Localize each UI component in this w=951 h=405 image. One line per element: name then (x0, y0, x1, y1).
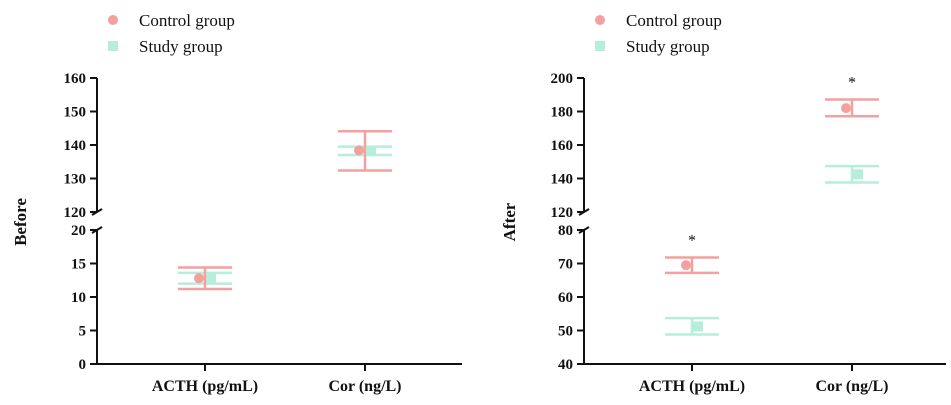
legend-marker-control-group (108, 15, 118, 25)
x-tick-label: Cor (ng/L) (328, 378, 401, 395)
y-tick-label: 15 (71, 257, 86, 273)
y-tick-label: 160 (551, 138, 574, 154)
y-tick-label: 140 (64, 138, 87, 154)
y-tick-label: 180 (551, 105, 574, 121)
y-tick-label: 130 (64, 172, 87, 188)
chart-panel-1: 120 130 140 150 160 0 5 10 15 20 ACTH (pg/mL) Cor (… (11, 11, 462, 395)
y-tick-label: 120 (551, 205, 574, 221)
y-tick-label: 10 (71, 290, 86, 306)
y-tick-label: 0 (79, 357, 87, 373)
y-axis-label: After (500, 202, 519, 241)
x-tick-label: Cor (ng/L) (815, 378, 888, 395)
legend-label: Study group (139, 37, 223, 56)
significance-marker: * (848, 74, 856, 91)
x-tick-label: ACTH (pg/mL) (152, 378, 258, 395)
data-point-control (194, 273, 204, 284)
significance-marker: * (688, 232, 696, 249)
y-tick-label: 200 (551, 71, 574, 87)
data-point-study (693, 321, 703, 332)
y-tick-label: 140 (551, 172, 574, 188)
data-point-control (841, 103, 851, 114)
legend-marker-control-group (595, 15, 605, 25)
legend-label: Control group (139, 11, 235, 30)
y-tick-label: 5 (79, 324, 87, 340)
data-point-study (206, 272, 216, 283)
legend-label: Study group (626, 37, 710, 56)
legend-marker-study-group (108, 41, 118, 51)
data-point-control (354, 145, 364, 156)
legend-label: Control group (626, 11, 722, 30)
y-tick-label: 50 (558, 324, 573, 340)
y-tick-label: 160 (64, 71, 87, 87)
data-point-study (853, 169, 863, 180)
y-tick-label: 70 (558, 257, 573, 273)
y-tick-label: 60 (558, 290, 573, 306)
x-tick-label: ACTH (pg/mL) (639, 378, 745, 395)
y-tick-label: 20 (71, 223, 86, 239)
y-tick-label: 40 (558, 357, 573, 373)
data-point-control (681, 260, 691, 271)
y-tick-label: 120 (64, 205, 87, 221)
y-tick-label: 80 (558, 223, 573, 239)
y-axis-label: Before (11, 198, 30, 246)
chart-panel-2: 120 140 160 180 200 40 50 60 70 80 ACTH (pg/mL) Cor… (500, 11, 946, 395)
data-point-study (366, 146, 376, 157)
y-tick-label: 150 (64, 105, 87, 121)
legend-marker-study-group (595, 41, 605, 51)
